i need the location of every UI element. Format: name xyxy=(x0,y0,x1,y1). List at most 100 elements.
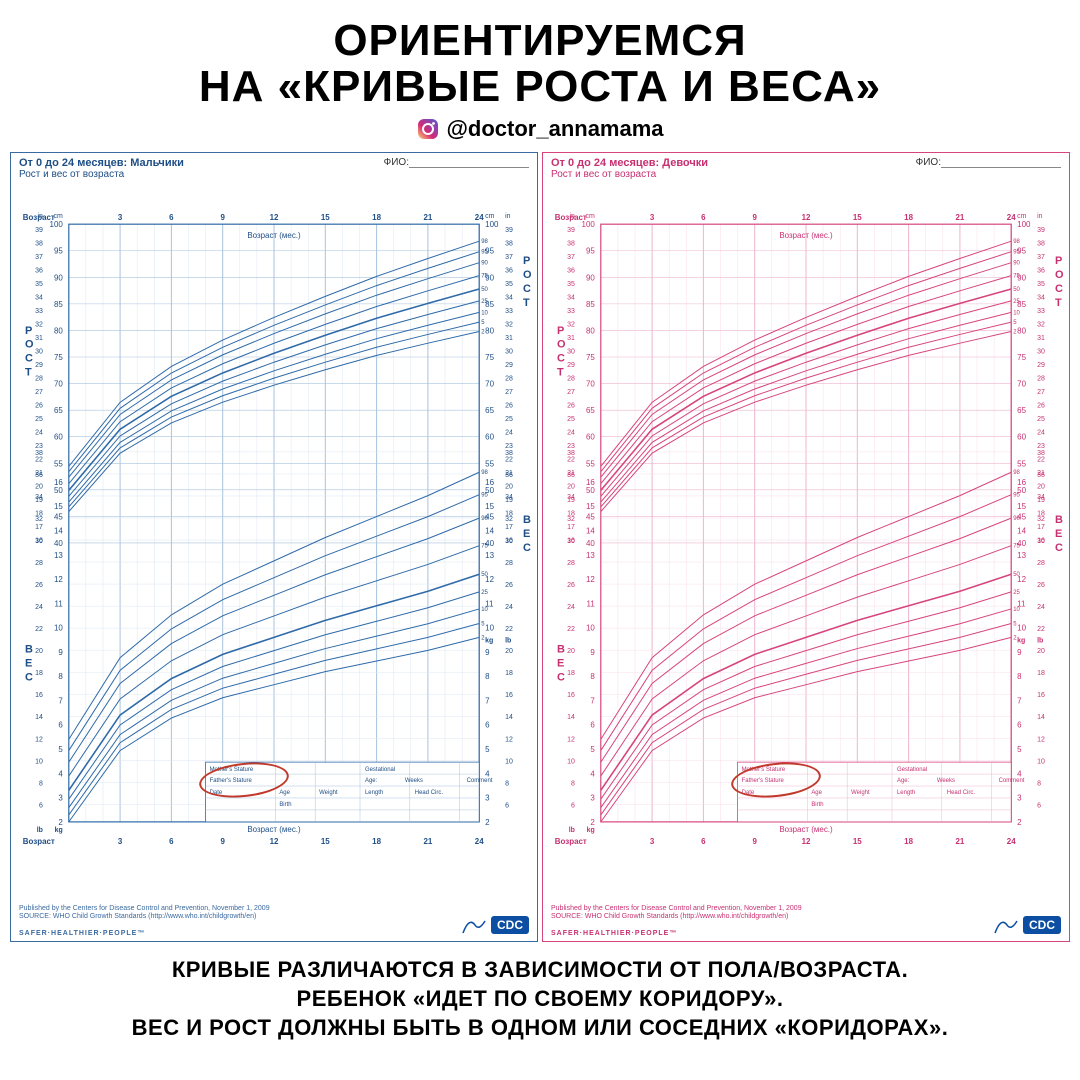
svg-text:6: 6 xyxy=(571,803,575,810)
svg-text:13: 13 xyxy=(1017,551,1026,560)
svg-text:26: 26 xyxy=(1037,403,1045,410)
svg-text:10: 10 xyxy=(1037,759,1045,766)
svg-text:26: 26 xyxy=(35,582,43,589)
svg-text:7: 7 xyxy=(590,697,595,706)
svg-text:18: 18 xyxy=(904,837,913,846)
svg-text:24: 24 xyxy=(567,604,575,611)
svg-text:24: 24 xyxy=(1007,837,1016,846)
svg-text:95: 95 xyxy=(1013,250,1020,256)
svg-text:7: 7 xyxy=(485,697,490,706)
svg-text:10: 10 xyxy=(567,759,575,766)
svg-text:Birth: Birth xyxy=(811,802,823,808)
svg-text:50: 50 xyxy=(481,287,488,293)
svg-text:75: 75 xyxy=(1017,353,1026,362)
svg-text:95: 95 xyxy=(1013,493,1020,499)
svg-text:70: 70 xyxy=(485,380,494,389)
svg-text:80: 80 xyxy=(485,327,494,336)
title-line1: ОРИЕНТИРУЕМСЯ xyxy=(20,18,1060,64)
svg-text:Р: Р xyxy=(25,325,32,337)
svg-text:16: 16 xyxy=(586,478,595,487)
svg-text:22: 22 xyxy=(567,457,575,464)
svg-text:55: 55 xyxy=(1017,460,1026,469)
svg-text:in: in xyxy=(569,214,575,221)
svg-text:40: 40 xyxy=(586,539,595,548)
svg-text:50: 50 xyxy=(481,573,488,579)
svg-text:25: 25 xyxy=(481,299,488,305)
svg-text:6: 6 xyxy=(505,803,509,810)
svg-text:С: С xyxy=(557,353,565,365)
svg-text:kg: kg xyxy=(485,638,493,645)
svg-text:12: 12 xyxy=(270,214,279,223)
svg-text:16: 16 xyxy=(54,478,63,487)
svg-text:22: 22 xyxy=(35,627,43,634)
svg-text:38: 38 xyxy=(1037,241,1045,248)
svg-text:22: 22 xyxy=(1037,627,1045,634)
svg-text:11: 11 xyxy=(55,600,64,609)
svg-text:35: 35 xyxy=(505,282,513,289)
svg-text:32: 32 xyxy=(1037,516,1045,523)
svg-text:12: 12 xyxy=(270,837,279,846)
svg-text:17: 17 xyxy=(505,524,513,531)
svg-text:37: 37 xyxy=(505,255,513,262)
svg-text:45: 45 xyxy=(54,513,63,522)
svg-text:29: 29 xyxy=(567,362,575,369)
svg-text:Length: Length xyxy=(365,790,383,796)
svg-text:22: 22 xyxy=(505,627,513,634)
svg-text:30: 30 xyxy=(35,349,43,356)
svg-text:15: 15 xyxy=(321,837,330,846)
svg-text:20: 20 xyxy=(505,649,513,656)
svg-text:4: 4 xyxy=(1017,770,1022,779)
svg-text:6: 6 xyxy=(169,214,174,223)
svg-text:80: 80 xyxy=(586,327,595,336)
svg-text:30: 30 xyxy=(567,349,575,356)
svg-text:50: 50 xyxy=(1013,573,1020,579)
svg-text:18: 18 xyxy=(505,671,513,678)
svg-text:75: 75 xyxy=(1013,274,1020,280)
boys-footer: Published by the Centers for Disease Con… xyxy=(19,905,270,922)
svg-text:28: 28 xyxy=(35,560,43,567)
svg-text:12: 12 xyxy=(505,737,513,744)
svg-text:lb: lb xyxy=(1037,638,1043,645)
svg-text:14: 14 xyxy=(505,715,513,722)
svg-text:Head Circ.: Head Circ. xyxy=(415,790,444,796)
svg-text:36: 36 xyxy=(505,472,513,479)
svg-text:34: 34 xyxy=(35,295,43,302)
bottom-line1: КРИВЫЕ РАЗЛИЧАЮТСЯ В ЗАВИСИМОСТИ ОТ ПОЛА… xyxy=(30,956,1050,985)
svg-text:Weight: Weight xyxy=(851,790,870,796)
svg-text:Т: Т xyxy=(523,297,530,309)
svg-text:4: 4 xyxy=(58,770,63,779)
svg-text:С: С xyxy=(557,672,565,684)
svg-text:С: С xyxy=(523,283,531,295)
svg-text:in: in xyxy=(505,214,511,221)
svg-text:32: 32 xyxy=(35,322,43,329)
svg-text:34: 34 xyxy=(1037,295,1045,302)
svg-text:cm: cm xyxy=(485,214,494,221)
svg-text:37: 37 xyxy=(35,255,43,262)
svg-text:24: 24 xyxy=(1037,604,1045,611)
svg-text:С: С xyxy=(1055,542,1063,554)
svg-text:6: 6 xyxy=(1037,803,1041,810)
svg-text:22: 22 xyxy=(35,457,43,464)
svg-text:12: 12 xyxy=(586,575,595,584)
svg-text:kg: kg xyxy=(55,827,63,834)
svg-text:100: 100 xyxy=(485,221,499,230)
svg-text:22: 22 xyxy=(1037,457,1045,464)
svg-text:27: 27 xyxy=(505,389,513,396)
svg-text:О: О xyxy=(557,339,566,351)
svg-text:9: 9 xyxy=(220,214,225,223)
svg-text:12: 12 xyxy=(567,737,575,744)
svg-text:85: 85 xyxy=(586,300,595,309)
svg-text:16: 16 xyxy=(1017,478,1026,487)
svg-text:27: 27 xyxy=(35,389,43,396)
svg-text:90: 90 xyxy=(481,261,488,267)
svg-text:75: 75 xyxy=(586,353,595,362)
svg-text:60: 60 xyxy=(586,433,595,442)
svg-text:39: 39 xyxy=(1037,228,1045,235)
svg-text:Birth: Birth xyxy=(279,802,291,808)
svg-text:45: 45 xyxy=(586,513,595,522)
svg-text:98: 98 xyxy=(481,240,488,246)
svg-text:О: О xyxy=(523,269,532,281)
svg-text:30: 30 xyxy=(567,538,575,545)
chart-girls: От 0 до 24 месяцев: Девочки Рост и вес о… xyxy=(542,152,1070,942)
svg-text:cm: cm xyxy=(54,214,63,221)
